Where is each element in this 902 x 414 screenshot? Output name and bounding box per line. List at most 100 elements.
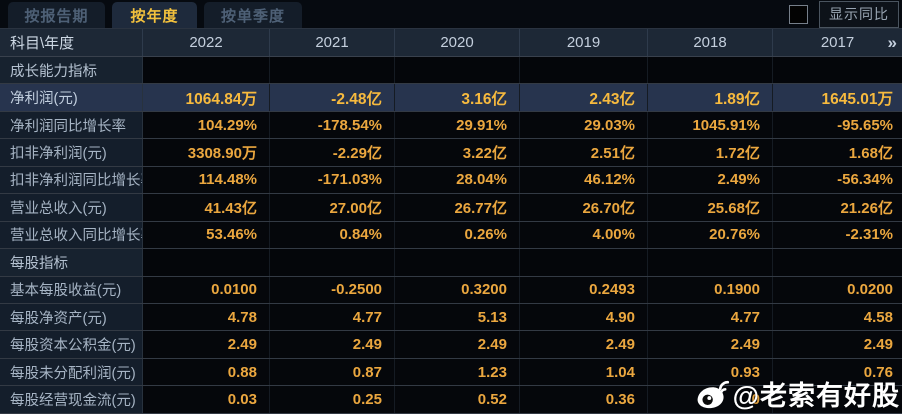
table-row: 每股经营现金流(元) 0.03 0.25 0.52 0.36 0	[0, 386, 902, 414]
table-row: 每股未分配利润(元) 0.88 0.87 1.23 1.04 0.93 0.76	[0, 358, 902, 387]
value-cell: 26.70亿	[520, 194, 648, 221]
value-cell: 2.49%	[648, 166, 773, 194]
value-cell: 46.12%	[520, 166, 648, 194]
value-cell: 2.49	[395, 331, 520, 358]
value-cell: 21.26亿	[773, 194, 902, 221]
row-label: 每股经营现金流(元)	[0, 386, 143, 413]
row-label: 扣非净利润同比增长率	[0, 166, 143, 194]
year-label: 2021	[315, 34, 349, 51]
value-cell: 3308.90万	[143, 139, 270, 166]
value-cell: 1.89亿	[648, 84, 773, 111]
value-cell: 4.78	[143, 303, 270, 331]
row-label: 基本每股收益(元)	[0, 276, 143, 303]
value-cell	[520, 57, 648, 84]
value-cell: -95.65%	[773, 111, 902, 139]
value-cell	[520, 249, 648, 276]
table-row: 净利润(元) 1064.84万 -2.48亿 3.16亿 2.43亿 1.89亿 1645.…	[0, 84, 902, 112]
value-cell: 2.51亿	[520, 139, 648, 166]
value-cell: 53.46%	[143, 221, 270, 249]
value-cell: 0.0100	[143, 276, 270, 303]
row-label: 扣非净利润(元)	[0, 139, 143, 166]
corner-header: 科目\年度	[0, 29, 143, 56]
value-cell: 5.13	[395, 303, 520, 331]
tab-bar: 按报告期 按年度 按单季度 显示同比	[0, 0, 902, 28]
value-cell: 0.84%	[270, 221, 395, 249]
value-cell: -2.31%	[773, 221, 902, 249]
column-header-year: 2017 »	[773, 29, 902, 56]
table-row: 营业总收入同比增长率 53.46% 0.84% 0.26% 4.00% 20.76% -2.…	[0, 221, 902, 250]
value-cell: 2.49	[773, 331, 902, 358]
table-row: 每股净资产(元) 4.78 4.77 5.13 4.90 4.77 4.58	[0, 303, 902, 332]
value-cell: -0.2500	[270, 276, 395, 303]
value-cell: 29.91%	[395, 111, 520, 139]
table-row: 扣非净利润同比增长率 114.48% -171.03% 28.04% 46.12% 2.4…	[0, 166, 902, 195]
value-cell	[773, 249, 902, 276]
table-row: 营业总收入(元) 41.43亿 27.00亿 26.77亿 26.70亿 25.68亿 21…	[0, 194, 902, 222]
value-cell: 3.16亿	[395, 84, 520, 111]
value-cell	[648, 249, 773, 276]
row-label: 净利润同比增长率	[0, 111, 143, 139]
row-label: 营业总收入(元)	[0, 194, 143, 221]
value-cell: 0.1900	[648, 276, 773, 303]
value-cell: 0.88	[143, 358, 270, 386]
row-label: 每股净资产(元)	[0, 303, 143, 331]
value-cell: -2.48亿	[270, 84, 395, 111]
column-header-year: 2019	[520, 29, 648, 56]
section-row: 每股指标	[0, 249, 902, 277]
row-label: 每股资本公积金(元)	[0, 331, 143, 358]
table-header-row: 科目\年度 2022 2021 2020 2019 2018 2017 »	[0, 28, 902, 57]
year-label: 2019	[566, 34, 601, 51]
value-cell: 1645.01万	[773, 84, 902, 111]
value-cell: 20.76%	[648, 221, 773, 249]
value-cell	[270, 249, 395, 276]
row-label: 净利润(元)	[0, 84, 143, 111]
column-header-year: 2022	[143, 29, 270, 56]
value-cell: 0	[648, 386, 773, 413]
value-cell: -171.03%	[270, 166, 395, 194]
show-yoy-checkbox[interactable]	[789, 4, 808, 24]
value-cell: 0.87	[270, 358, 395, 386]
value-cell: 41.43亿	[143, 194, 270, 221]
value-cell: 114.48%	[143, 166, 270, 194]
table-row: 扣非净利润(元) 3308.90万 -2.29亿 3.22亿 2.51亿 1.72亿 1.6…	[0, 139, 902, 167]
value-cell: 1.04	[520, 358, 648, 386]
section-row: 成长能力指标	[0, 57, 902, 85]
year-label: 2022	[189, 34, 223, 51]
table-row: 基本每股收益(元) 0.0100 -0.2500 0.3200 0.2493 0.1900…	[0, 276, 902, 304]
value-cell: 1.23	[395, 358, 520, 386]
value-cell	[773, 57, 902, 84]
value-cell: 0.2493	[520, 276, 648, 303]
column-header-year: 2021	[270, 29, 395, 56]
value-cell: 4.77	[270, 303, 395, 331]
value-cell: 1.72亿	[648, 139, 773, 166]
more-years-icon[interactable]: »	[887, 32, 898, 52]
value-cell: 29.03%	[520, 111, 648, 139]
table-body: 成长能力指标 净利润(元) 1064.84万 -2.48亿 3.16亿 2.43亿 1.89…	[0, 57, 902, 414]
value-cell	[270, 57, 395, 84]
value-cell: 27.00亿	[270, 194, 395, 221]
show-yoy-label[interactable]: 显示同比	[819, 0, 899, 28]
value-cell: 1045.91%	[648, 111, 773, 139]
value-cell: 1.68亿	[773, 139, 902, 166]
table-row: 每股资本公积金(元) 2.49 2.49 2.49 2.49 2.49 2.49	[0, 331, 902, 359]
value-cell: 0.25	[270, 386, 395, 413]
value-cell	[648, 57, 773, 84]
value-cell: -56.34%	[773, 166, 902, 194]
value-cell: -2.29亿	[270, 139, 395, 166]
value-cell: -178.54%	[270, 111, 395, 139]
tab-annual[interactable]: 按年度	[112, 2, 197, 28]
tab-single-quarter[interactable]: 按单季度	[204, 2, 302, 28]
value-cell: 0.0200	[773, 276, 902, 303]
value-cell: 0.3200	[395, 276, 520, 303]
value-cell: 0.76	[773, 358, 902, 386]
column-header-year: 2020	[395, 29, 520, 56]
tab-report-period[interactable]: 按报告期	[8, 2, 105, 28]
column-header-year: 2018	[648, 29, 773, 56]
year-label: 2017	[820, 34, 855, 51]
row-label: 每股未分配利润(元)	[0, 358, 143, 386]
value-cell	[143, 249, 270, 276]
value-cell: 4.58	[773, 303, 902, 331]
value-cell	[773, 386, 902, 413]
value-cell: 25.68亿	[648, 194, 773, 221]
